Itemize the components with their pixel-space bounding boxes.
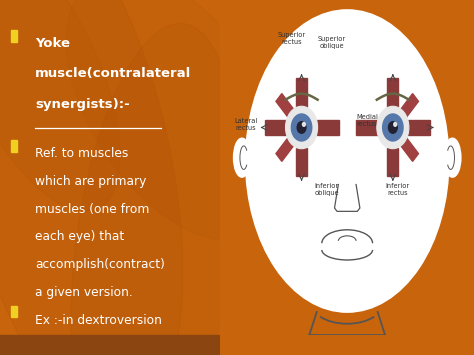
Ellipse shape [234,138,250,177]
Bar [0,335,220,355]
Text: Superior
rectus: Superior rectus [277,32,305,45]
Text: a given version.: a given version. [35,286,133,299]
Text: which are primary: which are primary [35,175,146,188]
Text: each eye) that: each eye) that [35,230,125,244]
Text: RLR &LMR: RLR &LMR [35,341,99,354]
Ellipse shape [0,0,120,211]
Text: Medial
rectus: Medial rectus [356,114,378,127]
FancyArrow shape [317,120,338,135]
Text: Superior
oblique: Superior oblique [318,36,346,49]
Bar [11,140,17,152]
Circle shape [394,122,397,126]
FancyArrow shape [264,120,286,135]
Circle shape [297,122,306,133]
Text: Ex :-in dextroversion: Ex :-in dextroversion [35,314,162,327]
FancyArrow shape [276,94,295,119]
FancyArrow shape [296,148,307,176]
Text: Ref. to muscles: Ref. to muscles [35,147,128,160]
FancyArrow shape [399,136,419,162]
Text: Lateral
rectus: Lateral rectus [234,118,257,131]
Bar [11,306,17,317]
Text: Inferior
rectus: Inferior rectus [386,183,410,196]
Ellipse shape [444,138,461,177]
FancyArrow shape [387,78,398,108]
FancyArrow shape [296,78,307,108]
Circle shape [389,122,397,133]
Circle shape [377,106,409,149]
FancyArrow shape [408,120,430,135]
Bar [11,30,17,42]
Text: Inferior
oblique: Inferior oblique [315,183,339,196]
Text: synergists):-: synergists):- [35,98,130,111]
Ellipse shape [246,10,448,312]
Ellipse shape [66,0,286,241]
FancyArrow shape [356,120,378,135]
Circle shape [302,122,305,126]
Text: muscles (one from: muscles (one from [35,203,150,216]
FancyArrow shape [387,148,398,176]
Ellipse shape [71,23,237,355]
Circle shape [285,106,318,149]
FancyArrow shape [399,94,419,119]
Text: Yoke: Yoke [35,37,70,50]
Text: accomplish(contract): accomplish(contract) [35,258,165,271]
Circle shape [292,114,312,141]
FancyArrow shape [276,136,295,162]
Text: muscle(contralateral: muscle(contralateral [35,67,191,81]
Circle shape [383,114,403,141]
Ellipse shape [0,0,183,355]
